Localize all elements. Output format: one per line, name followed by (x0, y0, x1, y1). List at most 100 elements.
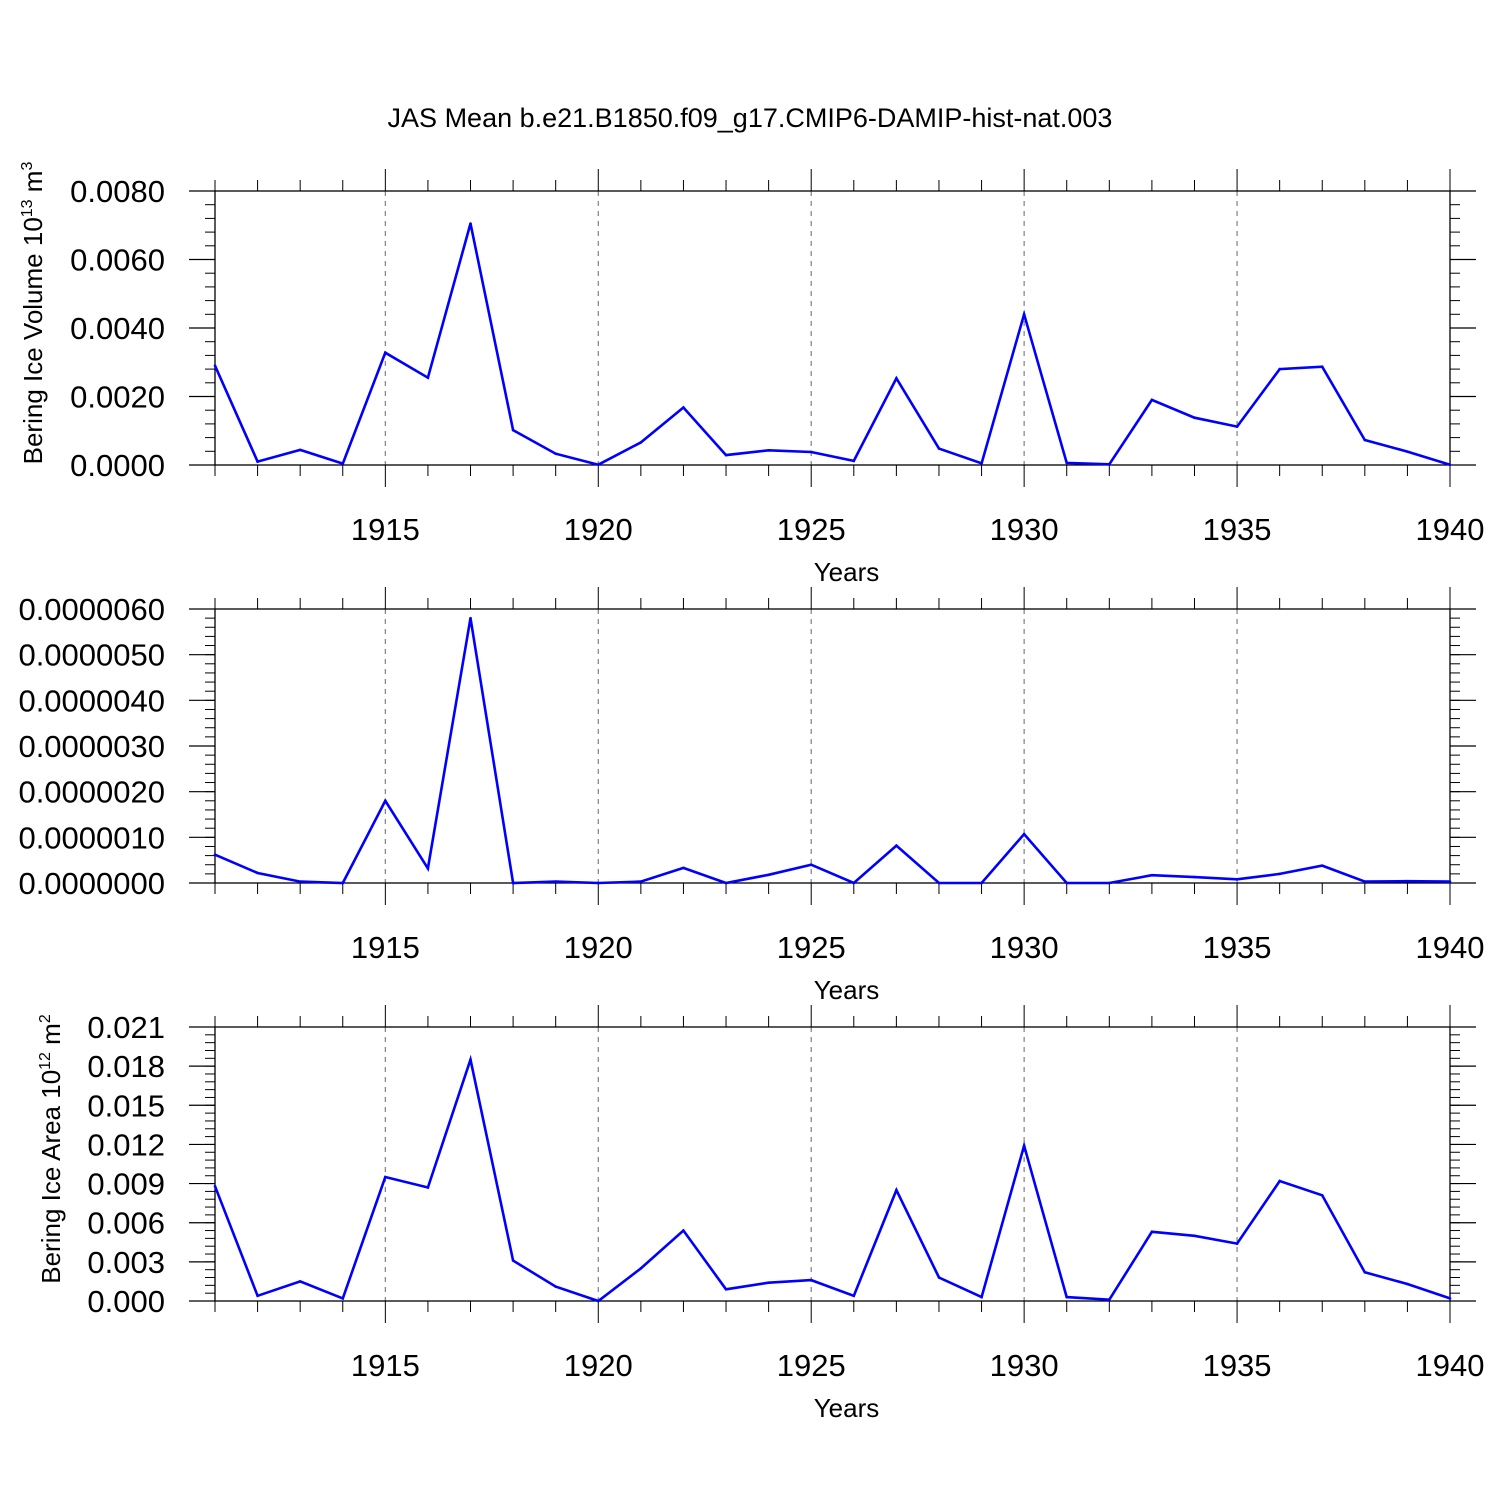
data-point (341, 881, 345, 885)
data-point (426, 1186, 430, 1189)
data-point (426, 867, 430, 870)
data-point (1108, 463, 1111, 466)
y-tick-label: 0.012 (87, 1127, 165, 1162)
x-tick-label: 1935 (1203, 1348, 1272, 1383)
data-point (767, 448, 770, 452)
y-tick-label: 0.0080 (70, 174, 165, 209)
x-tick-label: 1925 (777, 512, 846, 547)
data-point (767, 1281, 770, 1285)
y-axis-title: Bering Ice Area 1012 m2 (36, 1014, 66, 1284)
y-tick-label: 0.003 (87, 1245, 165, 1280)
data-point (469, 616, 472, 620)
x-tick-label: 1935 (1203, 930, 1272, 965)
data-point (554, 1285, 557, 1288)
data-point (1363, 880, 1367, 883)
data-point (1022, 1144, 1026, 1148)
data-point (682, 1229, 685, 1232)
figure-title: JAS Mean b.e21.B1850.f09_g17.CMIP6-DAMIP… (388, 103, 1113, 133)
series-line (213, 1054, 1451, 1303)
data-point (469, 1058, 472, 1061)
data-point (1320, 365, 1324, 369)
y-tick-label: 0.021 (87, 1010, 165, 1045)
y-tick-label: 0.0000010 (18, 820, 165, 855)
data-point (937, 881, 941, 885)
data-point (724, 453, 728, 457)
data-point (1278, 872, 1281, 876)
data-point (724, 881, 728, 885)
x-tick-label: 1920 (564, 512, 633, 547)
data-point (1363, 1270, 1367, 1274)
data-point (724, 1287, 728, 1291)
data-point (639, 880, 643, 883)
data-point (852, 459, 856, 463)
data-point (809, 450, 813, 454)
plot-frame (214, 608, 1451, 884)
data-point (980, 1295, 983, 1299)
data-point (1320, 1194, 1324, 1197)
data-point (1406, 450, 1409, 453)
x-tick-label: 1915 (351, 930, 420, 965)
data-point (596, 881, 600, 885)
data-point (767, 873, 770, 877)
data-point (511, 428, 515, 432)
x-tick-label: 1930 (990, 1348, 1059, 1383)
data-point (256, 460, 259, 463)
x-tick-label: 1940 (1416, 512, 1485, 547)
plot-frame (214, 1026, 1451, 1302)
data-point (511, 881, 515, 885)
x-tick-label: 1930 (990, 930, 1059, 965)
x-tick-label: 1940 (1416, 1348, 1485, 1383)
panel-ice-area: 1915 1920 1925 1930 1935 1940 Years 0.000 0.003 0… (36, 1005, 1484, 1423)
data-point (384, 1175, 387, 1179)
data-point (1320, 864, 1324, 867)
data-point (895, 377, 898, 380)
data-point (895, 844, 898, 847)
data-point (596, 1299, 600, 1303)
data-point (511, 1259, 515, 1262)
y-tick-label: 0.0000060 (18, 592, 165, 627)
y-tick-label: 0.015 (87, 1088, 165, 1123)
x-tick-label: 1925 (777, 1348, 846, 1383)
data-point (639, 441, 643, 444)
data-point (469, 222, 472, 225)
data-point (1065, 461, 1069, 465)
data-point (1108, 881, 1111, 885)
x-axis-title: Years (814, 975, 880, 1005)
y-tick-label: 0.0000030 (18, 729, 165, 764)
data-point (1193, 416, 1196, 420)
data-point (341, 462, 345, 465)
data-point (1193, 875, 1196, 879)
data-point (1065, 881, 1069, 885)
data-point (1150, 1230, 1154, 1234)
x-tick-label: 1920 (564, 1348, 633, 1383)
data-point (1235, 878, 1239, 881)
data-point (554, 880, 557, 883)
series-line (213, 223, 1451, 467)
data-point (809, 1278, 813, 1282)
x-tick-label: 1935 (1203, 512, 1272, 547)
x-tick-label: 1940 (1416, 930, 1485, 965)
x-axis-title: Years (814, 1393, 880, 1423)
x-tick-label: 1930 (990, 512, 1059, 547)
y-tick-label: 0.0040 (70, 311, 165, 346)
y-tick-label: 0.0000020 (18, 775, 165, 810)
plot-frame (214, 190, 1451, 466)
data-point (682, 866, 685, 870)
data-point (852, 881, 856, 885)
data-point (1065, 1295, 1069, 1299)
data-point (639, 1267, 643, 1270)
data-point (341, 1297, 345, 1300)
series-line (214, 617, 1451, 885)
data-point (298, 448, 302, 452)
y-tick-label: 0.018 (87, 1049, 165, 1084)
data-point (426, 376, 430, 379)
data-point (384, 799, 387, 803)
y-tick-label: 0.006 (87, 1206, 165, 1241)
data-point (256, 871, 259, 875)
data-point (256, 1294, 259, 1298)
data-point (980, 461, 983, 465)
data-point (682, 406, 685, 409)
data-point (1150, 398, 1154, 402)
x-axis-title: Years (814, 557, 880, 587)
data-point (213, 853, 217, 856)
